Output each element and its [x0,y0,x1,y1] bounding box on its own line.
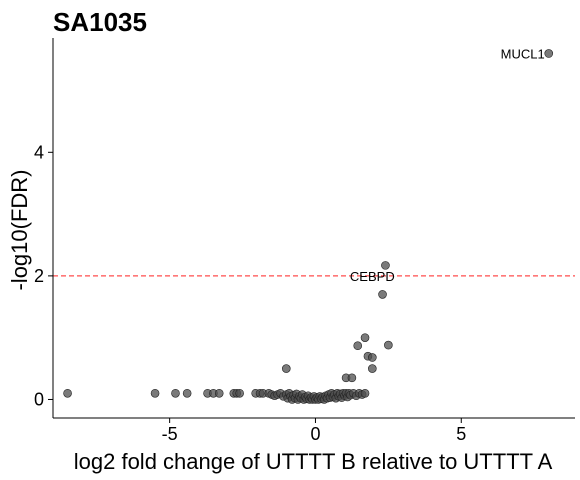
point-label: MUCL1 [501,46,545,61]
data-point [214,388,224,398]
x-tick-label: 0 [310,424,320,444]
y-axis-title: -log10(FDR) [7,169,32,290]
data-point [150,388,160,398]
point-label: CEBPD [350,269,395,284]
data-point [63,388,72,398]
data-points [63,49,554,404]
data-point [347,373,357,383]
data-point [544,49,554,58]
data-point [368,364,377,373]
data-point [182,388,192,398]
plot-area: MUCL1 CEBPD [53,46,575,404]
data-point [235,388,244,398]
data-point [368,353,377,362]
data-point [171,388,180,398]
y-tick-label: 2 [34,266,44,286]
x-tick-label: 5 [456,424,466,444]
chart-title: SA1035 [53,7,147,37]
data-point [384,340,393,350]
data-point [353,341,363,351]
data-point [281,364,291,373]
y-tick-label: 0 [34,389,44,409]
point-annotations: MUCL1 CEBPD [350,46,545,283]
x-axis-ticks: -5 0 5 [162,418,466,444]
data-point [360,333,370,342]
x-axis-title: log2 fold change of UTTTT B relative to … [74,449,553,474]
x-tick-label: -5 [162,424,178,444]
y-axis-ticks: 0 2 4 [34,142,53,409]
data-point [378,290,387,299]
data-point [381,261,390,270]
y-tick-label: 4 [34,142,44,162]
data-point [360,388,370,398]
